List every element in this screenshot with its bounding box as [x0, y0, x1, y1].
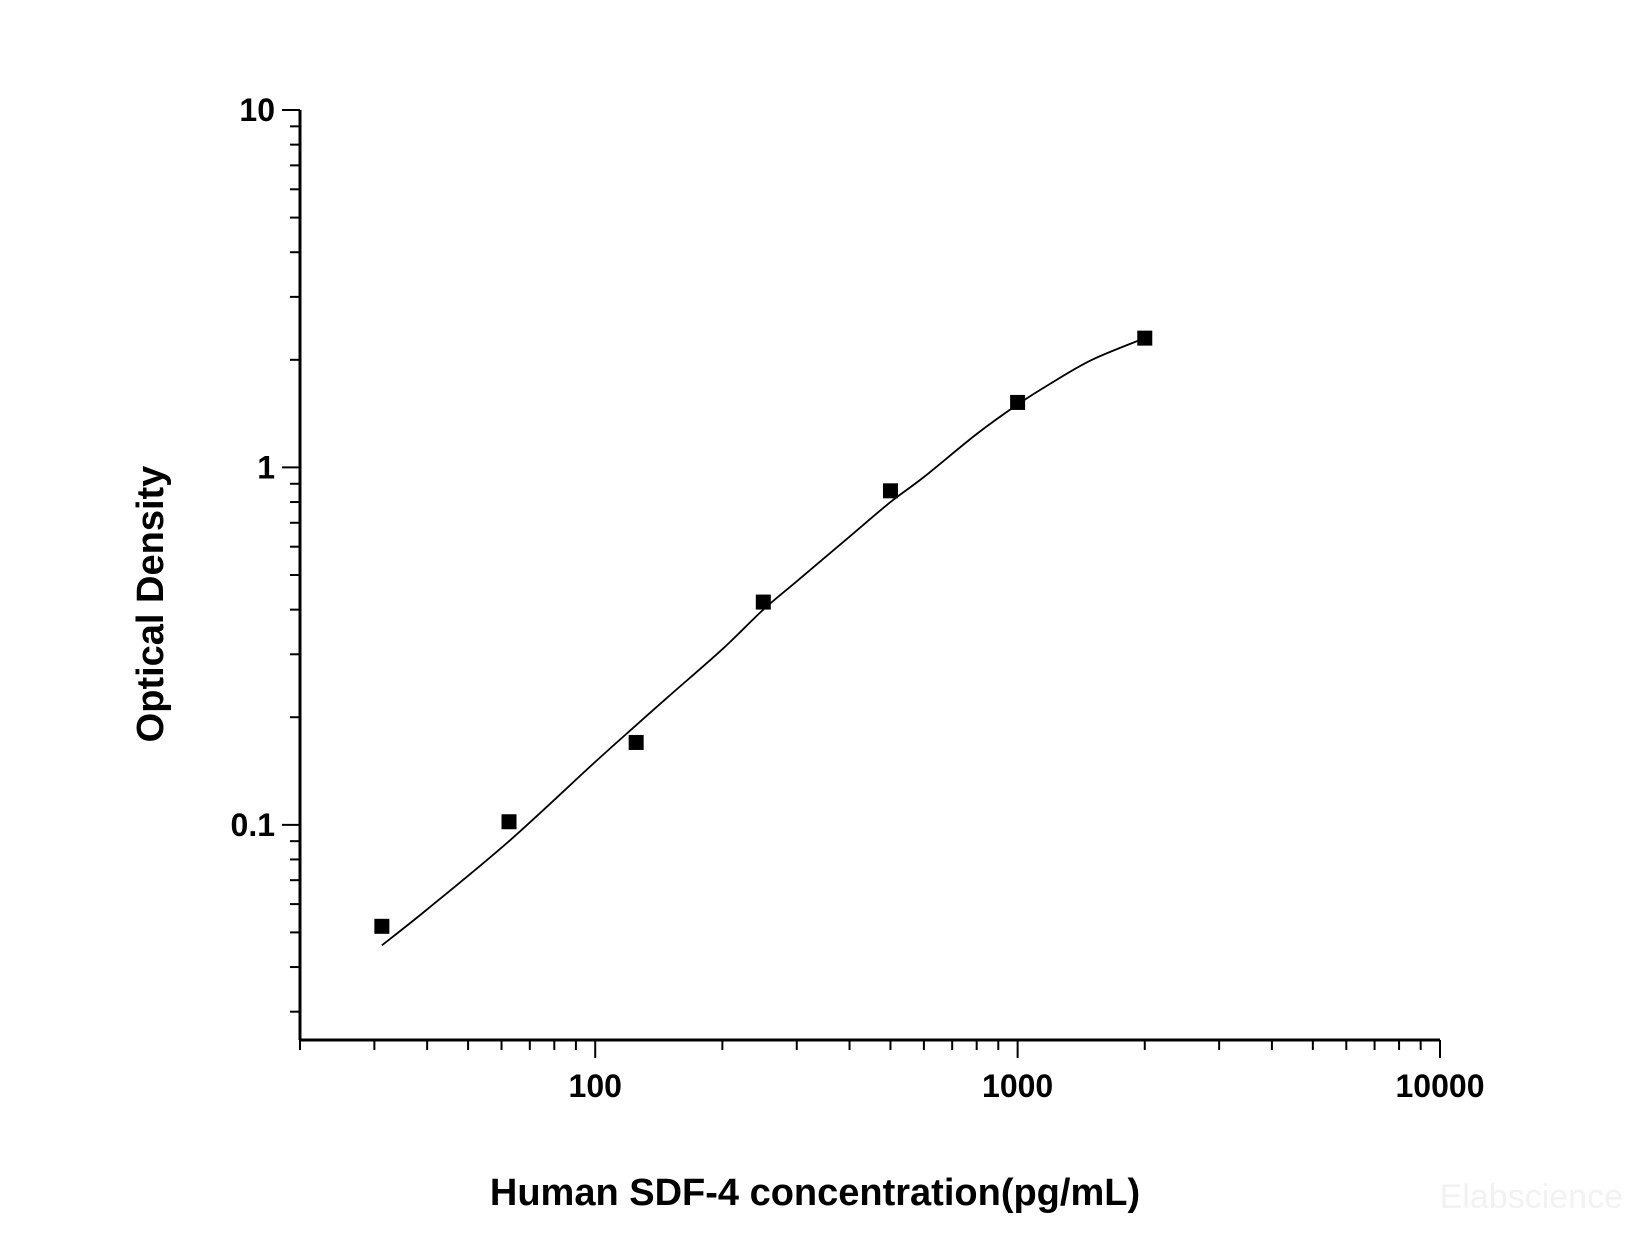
- x-axis-label: Human SDF-4 concentration(pg/mL): [490, 1172, 1140, 1214]
- ticks: 100 1000 10000 0.1 1 10: [231, 92, 1485, 1104]
- data-point: [374, 918, 390, 934]
- y-axis-label: Optical Density: [130, 466, 172, 743]
- x-tick-label: 100: [569, 1068, 622, 1104]
- x-tick-label: 1000: [982, 1068, 1053, 1104]
- data-points: [374, 330, 1153, 934]
- axes: [298, 110, 1440, 1042]
- fit-curve-layer: [381, 337, 1146, 947]
- watermark-logo: Elabscience: [1440, 1178, 1623, 1216]
- data-point: [755, 594, 771, 610]
- x-tick-label: 10000: [1396, 1068, 1485, 1104]
- data-point: [501, 814, 517, 830]
- data-point: [882, 483, 898, 499]
- data-point: [1010, 394, 1026, 410]
- y-tick-label: 10: [239, 92, 275, 128]
- y-tick-label: 0.1: [231, 807, 275, 843]
- y-tick-label: 1: [257, 449, 275, 485]
- data-point: [1137, 330, 1153, 346]
- fit-curve-line: [381, 337, 1146, 947]
- data-point: [628, 734, 644, 750]
